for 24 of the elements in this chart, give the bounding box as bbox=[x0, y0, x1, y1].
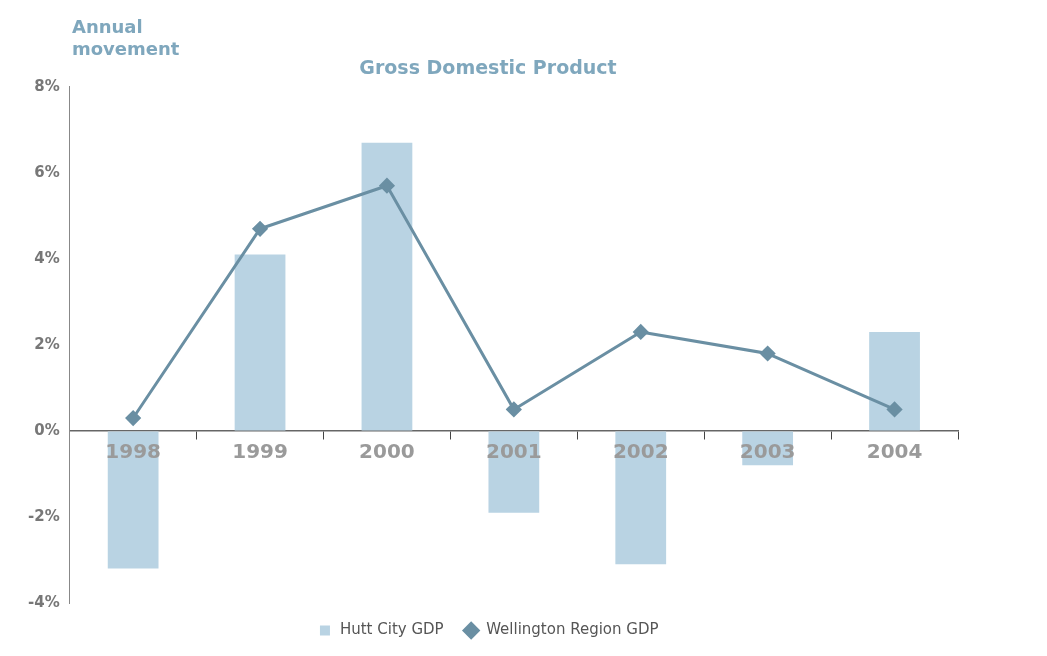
point bbox=[887, 401, 903, 417]
point bbox=[760, 346, 776, 361]
point bbox=[379, 178, 395, 194]
point bbox=[125, 410, 141, 426]
bar bbox=[361, 142, 413, 431]
x-tick-label: 2000 bbox=[359, 439, 415, 464]
bar bbox=[234, 254, 286, 431]
legend-label: Hutt City GDP bbox=[339, 620, 444, 639]
point bbox=[506, 401, 522, 417]
y-tick-label: 6% bbox=[34, 162, 60, 181]
x-tick-label: 2004 bbox=[866, 439, 923, 464]
y-tick-label: -2% bbox=[27, 506, 60, 525]
y-tick-label: -4% bbox=[27, 592, 60, 611]
y-tick-label: 4% bbox=[34, 248, 60, 267]
point bbox=[252, 221, 268, 237]
y-tick-label: 2% bbox=[34, 334, 60, 353]
x-tick-label: 1999 bbox=[232, 439, 288, 464]
legend-label: Wellington Region GDP bbox=[486, 620, 659, 639]
bar bbox=[869, 332, 920, 431]
y-axis-title: Annual movement bbox=[72, 16, 181, 60]
y-tick-label: 0% bbox=[34, 420, 60, 439]
chart-title: Gross Domestic Product bbox=[359, 56, 617, 79]
y-tick-label: 8% bbox=[34, 76, 60, 95]
point bbox=[633, 324, 649, 340]
